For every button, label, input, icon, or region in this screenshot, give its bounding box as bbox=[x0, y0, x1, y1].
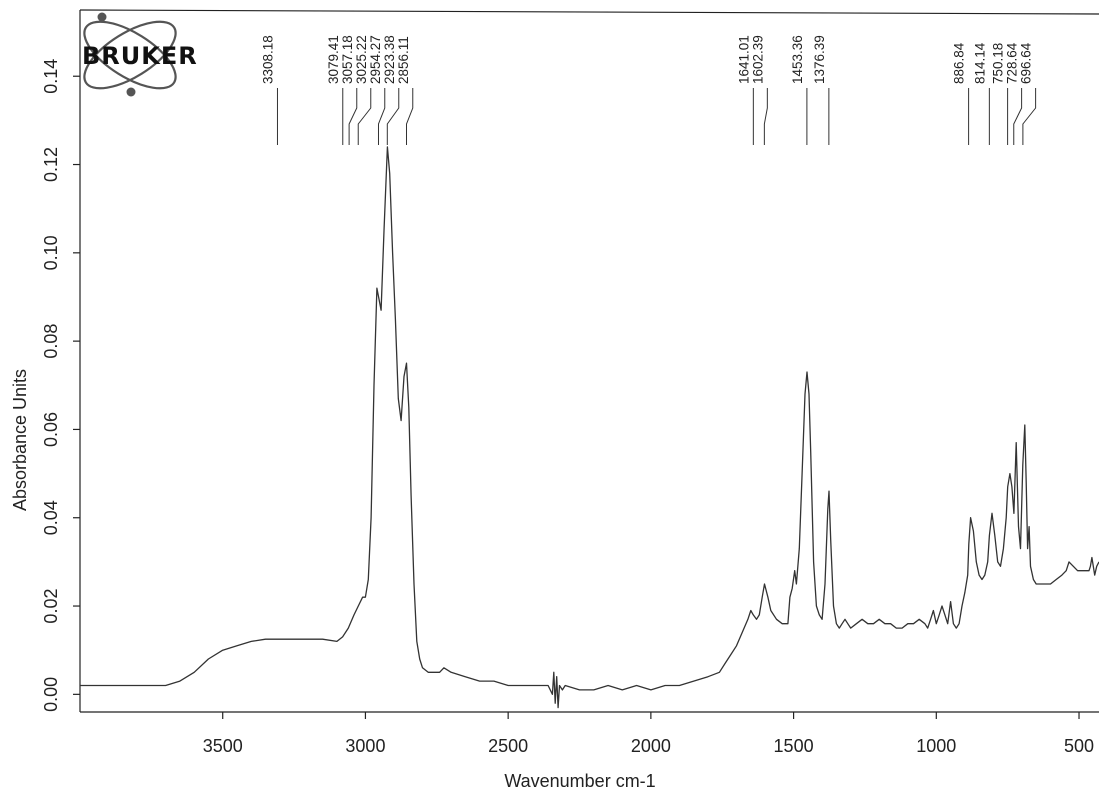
bruker-logo: BRUKER bbox=[82, 12, 198, 97]
x-tick-label: 500 bbox=[1064, 736, 1094, 756]
y-tick-label: 0.08 bbox=[41, 324, 61, 359]
logo-text: BRUKER bbox=[82, 42, 198, 70]
x-tick-label: 1000 bbox=[916, 736, 956, 756]
peak-marker-line bbox=[357, 88, 372, 145]
x-tick-label: 3500 bbox=[203, 736, 243, 756]
y-axis-title: Absorbance Units bbox=[10, 369, 30, 511]
peak-label: 3308.18 bbox=[260, 35, 275, 84]
x-tick-label: 3000 bbox=[345, 736, 385, 756]
y-tick-label: 0.14 bbox=[41, 59, 61, 94]
peak-label: 1641.01 bbox=[736, 35, 751, 84]
y-tick-label: 0.04 bbox=[41, 500, 61, 535]
x-tick-label: 2000 bbox=[631, 736, 671, 756]
peak-label: 728.64 bbox=[1005, 42, 1020, 84]
peak-marker-line bbox=[1022, 88, 1037, 145]
x-axis: 3500 3000 2500 2000 1500 1000 500 bbox=[203, 712, 1094, 756]
y-axis: 0.00 0.02 0.04 0.06 0.08 0.10 0.12 0.14 bbox=[41, 59, 80, 712]
y-tick-label: 0.12 bbox=[41, 147, 61, 182]
absorbance-series-line bbox=[80, 146, 1099, 709]
peak-label: 1376.39 bbox=[812, 35, 827, 84]
peak-label: 3025.22 bbox=[354, 35, 369, 84]
peak-label: 1602.39 bbox=[750, 35, 765, 84]
peak-label: 2923.38 bbox=[382, 35, 397, 84]
y-tick-label: 0.00 bbox=[41, 677, 61, 712]
peak-marker-line bbox=[763, 88, 768, 145]
plot-frame bbox=[79, 9, 1099, 713]
x-tick-label: 2500 bbox=[488, 736, 528, 756]
top-border-line bbox=[79, 9, 1099, 15]
peak-annotations: 3308.18 3079.41 3057.18 3025.22 2954.27 2923.… bbox=[260, 35, 1037, 145]
peak-label: 750.18 bbox=[991, 43, 1006, 84]
logo-electron-2 bbox=[126, 87, 136, 97]
peak-label: 2954.27 bbox=[368, 35, 383, 84]
peak-label: 3079.41 bbox=[326, 35, 341, 84]
peak-label: 814.14 bbox=[972, 42, 987, 84]
peak-label: 1453.36 bbox=[790, 35, 805, 84]
peak-marker-line bbox=[377, 88, 386, 145]
peak-label: 696.64 bbox=[1019, 42, 1034, 84]
peak-marker-line bbox=[406, 88, 414, 145]
logo-orbit-2 bbox=[83, 20, 177, 90]
x-axis-title: Wavenumber cm-1 bbox=[504, 771, 655, 791]
y-tick-label: 0.02 bbox=[41, 589, 61, 624]
peak-marker-line bbox=[386, 88, 400, 145]
peak-marker-line bbox=[348, 88, 358, 145]
y-tick-label: 0.10 bbox=[41, 235, 61, 270]
series-group bbox=[80, 146, 1099, 709]
peak-label: 3057.18 bbox=[340, 35, 355, 84]
logo-electron-1 bbox=[97, 12, 107, 22]
peak-label: 886.84 bbox=[952, 42, 967, 84]
logo-orbit-1 bbox=[83, 20, 177, 90]
peak-label: 2856.11 bbox=[396, 36, 411, 84]
x-tick-label: 1500 bbox=[774, 736, 814, 756]
y-tick-label: 0.06 bbox=[41, 412, 61, 447]
peak-marker-line bbox=[1013, 88, 1023, 145]
